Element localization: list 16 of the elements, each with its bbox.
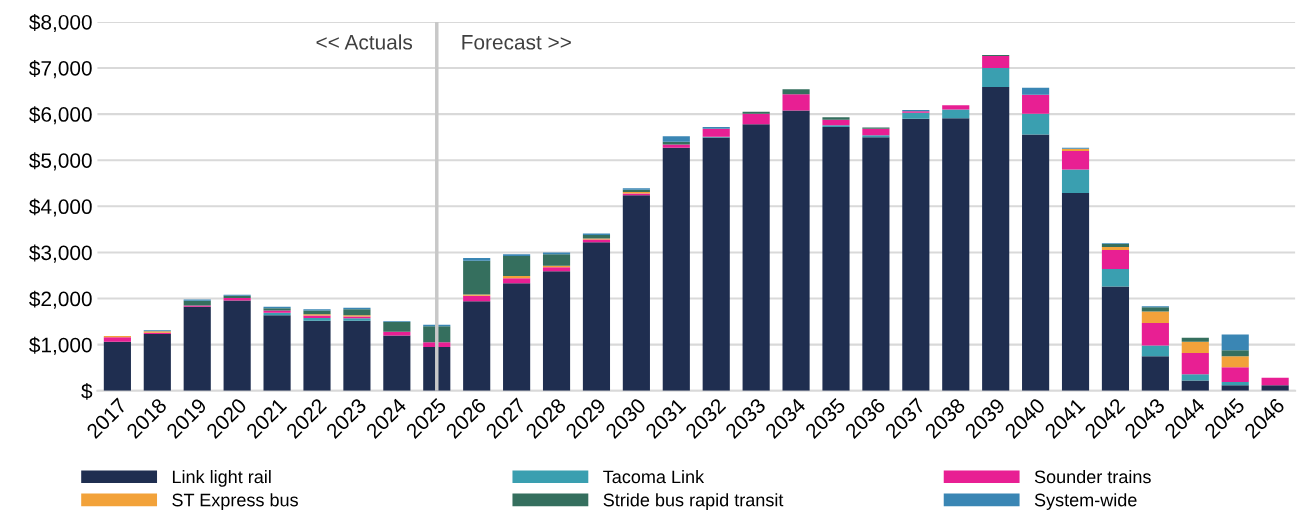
legend-label: Stride bus rapid transit [603, 493, 784, 510]
legend-label: Sounder trains [1034, 469, 1151, 484]
y-tick-label: $6,000 [29, 106, 92, 125]
legend-label: Link light rail [172, 469, 271, 487]
y-tick-label: $2,000 [29, 290, 92, 309]
y-tick-label: $7,000 [29, 60, 92, 79]
y-tick-label: $4,000 [29, 198, 92, 217]
y-tick-label: $3,000 [29, 244, 92, 263]
legend-label: System-wide [1034, 493, 1137, 510]
y-tick-label: $1,000 [29, 336, 92, 355]
y-tick-label: $5,000 [29, 152, 92, 171]
annotation: << Actuals [316, 34, 413, 50]
y-tick-label: $8,000 [29, 14, 92, 33]
legend-label: ST Express bus [172, 493, 298, 510]
legend-label: Tacoma Link [603, 469, 705, 484]
annotation: Forecast >> [462, 35, 571, 50]
